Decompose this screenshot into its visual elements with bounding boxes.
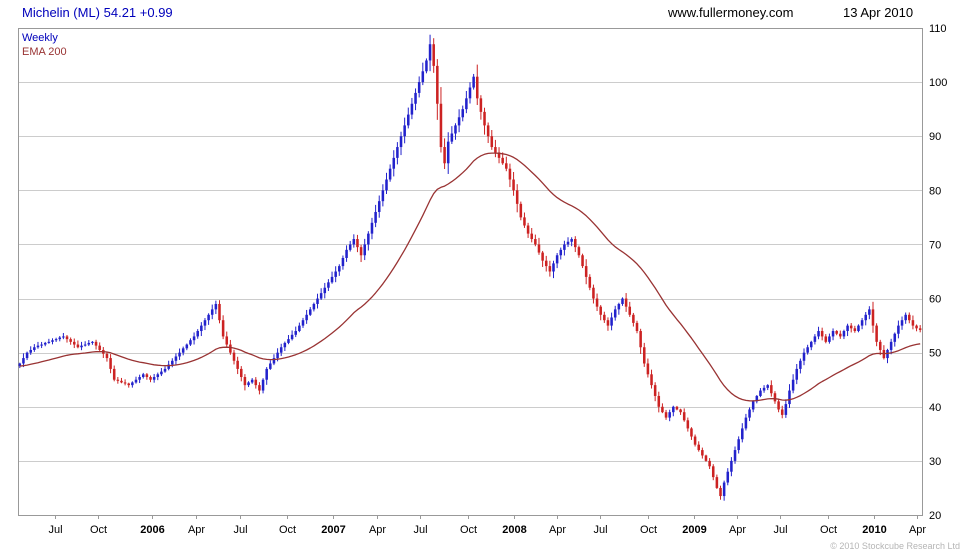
x-axis-label: Oct <box>90 524 107 536</box>
y-axis-label: 30 <box>929 456 941 468</box>
x-axis-ticks <box>55 515 918 519</box>
y-axis-label: 100 <box>929 77 947 89</box>
y-gridlines <box>18 82 922 462</box>
chart-title: Michelin (ML) 54.21 +0.99 <box>22 5 173 20</box>
x-axis-label: Jul <box>413 524 427 536</box>
y-axis-label: 70 <box>929 239 941 251</box>
chart-date: 13 Apr 2010 <box>843 5 914 20</box>
x-axis-label: Apr <box>909 524 926 536</box>
x-axis-label: Jul <box>48 524 62 536</box>
x-axis-label: Oct <box>460 524 477 536</box>
candlestick-series <box>18 34 922 501</box>
plot-border <box>18 28 923 516</box>
x-axis-label: 2009 <box>682 524 706 536</box>
copyright-notice: © 2010 Stockcube Research Ltd <box>830 541 960 551</box>
x-axis-label: Oct <box>820 524 837 536</box>
x-axis-label: Jul <box>233 524 247 536</box>
y-axis-label: 80 <box>929 185 941 197</box>
x-axis-label: Oct <box>279 524 296 536</box>
legend-weekly: Weekly <box>22 32 58 44</box>
x-axis-label: 2008 <box>502 524 526 536</box>
y-axis-label: 110 <box>929 23 947 35</box>
website-link[interactable]: www.fullermoney.com <box>668 5 794 20</box>
y-axis-label: 40 <box>929 402 941 414</box>
x-axis-label: 2007 <box>321 524 345 536</box>
y-axis-label: 20 <box>929 510 941 522</box>
legend-ema-200: EMA 200 <box>22 46 67 58</box>
ema-200-line <box>19 152 921 402</box>
x-axis-label: Jul <box>773 524 787 536</box>
y-axis-label: 90 <box>929 131 941 143</box>
x-axis-label: Apr <box>188 524 205 536</box>
y-axis-label: 50 <box>929 348 941 360</box>
x-axis-labels: Jul Oct 2006 Apr Jul Oct 2007 Apr Jul Oct 2008 Apr J… <box>48 524 926 536</box>
x-axis-label: Apr <box>549 524 566 536</box>
x-axis-label: Apr <box>729 524 746 536</box>
x-axis-label: Apr <box>369 524 386 536</box>
x-axis-label: 2010 <box>862 524 886 536</box>
chart-legend: Weekly EMA 200 <box>22 31 67 59</box>
y-axis-labels: 20 30 40 50 60 70 80 90 100 110 <box>929 23 947 522</box>
y-axis-label: 60 <box>929 294 941 306</box>
x-axis-label: Oct <box>640 524 657 536</box>
x-axis-label: Jul <box>593 524 607 536</box>
x-axis-label: 2006 <box>140 524 164 536</box>
